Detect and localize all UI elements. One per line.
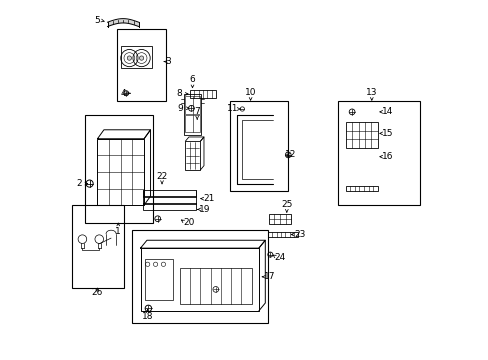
Bar [117,30,165,101]
Bar [180,268,251,305]
Circle shape [127,56,131,60]
Text: 14: 14 [382,107,393,116]
Bar [185,141,200,170]
Bar [185,96,199,114]
Bar [143,197,196,204]
Bar [140,248,258,311]
Bar [144,259,172,300]
Bar [230,101,287,191]
Bar [72,205,124,288]
Text: 21: 21 [203,194,214,203]
Text: 20: 20 [183,218,194,227]
Bar [345,186,377,192]
Text: 1: 1 [115,228,121,237]
Bar [121,45,152,68]
Text: 15: 15 [382,129,393,138]
Bar [190,90,215,98]
Text: 19: 19 [199,205,210,214]
Text: 3: 3 [165,57,171,66]
Bar [143,190,196,197]
Text: 10: 10 [244,87,256,96]
Text: 25: 25 [281,200,292,209]
Bar [183,94,201,135]
Bar [268,214,290,224]
Text: 13: 13 [366,87,377,96]
Text: 23: 23 [294,230,305,239]
Text: 26: 26 [92,288,103,297]
Text: 12: 12 [285,150,296,159]
Text: 7: 7 [194,107,200,116]
Text: 6: 6 [189,75,195,84]
Bar [85,116,153,223]
Bar [337,101,419,205]
Text: 9: 9 [178,104,183,113]
Bar [345,122,377,148]
Bar [185,116,199,132]
Text: 11: 11 [227,104,238,113]
Bar [97,139,144,205]
Text: 17: 17 [264,272,275,281]
Circle shape [139,56,143,60]
Bar [143,203,196,211]
Text: 4: 4 [120,89,126,98]
Text: 18: 18 [142,312,153,321]
Bar [267,231,298,237]
Text: 16: 16 [382,152,393,161]
Bar [131,230,267,323]
Text: 5: 5 [94,16,100,25]
Text: 22: 22 [156,172,167,181]
Text: 2: 2 [76,179,81,188]
Text: 24: 24 [274,253,285,262]
Text: 8: 8 [176,89,182,98]
